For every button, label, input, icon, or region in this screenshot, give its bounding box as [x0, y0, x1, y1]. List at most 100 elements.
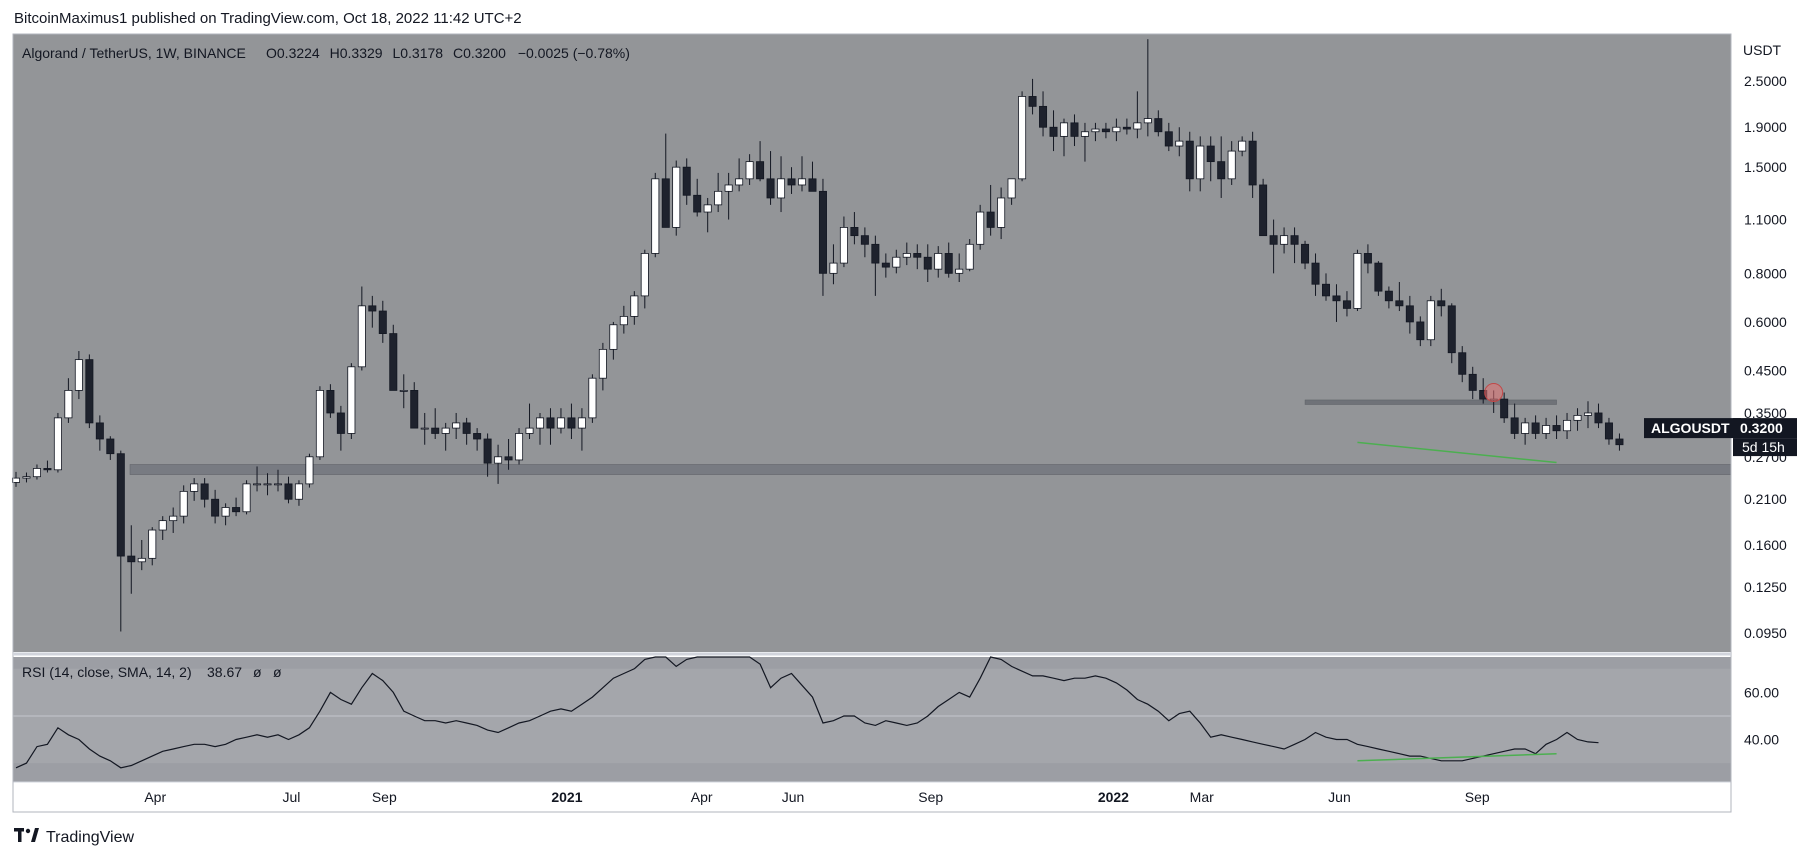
candle [976, 204, 985, 250]
candle [148, 527, 157, 566]
candle [1280, 227, 1289, 254]
candle [420, 412, 429, 445]
candle [1384, 286, 1393, 309]
candle [1531, 415, 1540, 439]
candle [200, 478, 209, 508]
x-tick-label: Jun [1328, 789, 1351, 805]
candle [1227, 141, 1236, 185]
candle [1500, 392, 1509, 423]
candle [1458, 346, 1467, 383]
y-tick-label: 1.1000 [1744, 212, 1787, 228]
x-tick-label: 2022 [1098, 789, 1129, 805]
price-badge [1733, 418, 1797, 439]
last-price-label: 0.3200 [1740, 420, 1783, 436]
y-tick-label: 1.5000 [1744, 159, 1787, 175]
support-zone [129, 464, 1732, 475]
footer-brand-label: TradingView [46, 828, 135, 846]
candle [43, 460, 52, 473]
countdown-badge [1733, 438, 1797, 457]
candle [1604, 417, 1613, 445]
candle [305, 453, 314, 488]
candle [703, 197, 712, 233]
rsi-value: 38.67 [207, 664, 242, 680]
candle [357, 286, 366, 371]
publisher-line: BitcoinMaximus1 published on TradingView… [14, 10, 522, 27]
candle [860, 227, 869, 258]
candle [965, 239, 974, 272]
candle [1447, 303, 1456, 364]
candle [881, 253, 890, 278]
candle [577, 408, 586, 451]
candle [399, 374, 408, 409]
highlight-circle [1484, 383, 1504, 403]
candle [116, 450, 125, 632]
candle [839, 216, 848, 268]
rsi-title: RSI (14, close, SMA, 14, 2) [22, 664, 192, 680]
candle [1468, 366, 1477, 400]
x-tick-label: Mar [1190, 789, 1214, 805]
candle [85, 354, 94, 429]
candle [1175, 127, 1184, 157]
candle [1426, 295, 1435, 347]
candle [1039, 91, 1048, 137]
candle [74, 351, 83, 400]
candle [1217, 136, 1226, 198]
candle [106, 436, 115, 460]
candle [651, 172, 660, 258]
candle [1332, 284, 1341, 322]
candle [1080, 122, 1089, 162]
x-tick-label: Sep [1465, 789, 1490, 805]
y-tick-label: 1.9000 [1744, 119, 1787, 135]
candle [242, 480, 251, 515]
tradingview-logo-icon [14, 828, 40, 847]
candle [1112, 118, 1121, 142]
candle [1405, 295, 1414, 334]
candle [368, 295, 377, 328]
y-tick-label: 0.4500 [1744, 363, 1787, 379]
candle [1552, 415, 1561, 439]
candle [53, 412, 62, 473]
countdown-label: 5d 15h [1742, 439, 1785, 455]
candle [441, 422, 450, 451]
price-pane [13, 34, 1731, 652]
candle [127, 525, 136, 594]
candle [1154, 110, 1163, 137]
candle [11, 471, 20, 487]
candle [179, 485, 188, 524]
candle [567, 403, 576, 439]
candle [525, 403, 534, 439]
candle [1322, 273, 1331, 301]
candle [1164, 122, 1173, 152]
candle [1542, 417, 1551, 439]
candle [221, 503, 230, 526]
candle [850, 212, 859, 245]
candle [536, 412, 545, 445]
candle [494, 444, 503, 484]
candle [756, 141, 765, 182]
candle [1185, 131, 1194, 192]
candle [1342, 291, 1351, 317]
y-tick-label: 0.1600 [1744, 537, 1787, 553]
candle [598, 342, 607, 391]
candle [273, 469, 282, 492]
candle [955, 253, 964, 283]
footer-brand: TradingView [14, 828, 134, 847]
symbol-label: ALGOUSDT [1651, 420, 1730, 436]
y-tick-label: 0.6000 [1744, 314, 1787, 330]
candle [158, 516, 167, 540]
rsi-trendline [1357, 752, 1557, 762]
candle [871, 235, 880, 296]
y-tick-label: 0.8000 [1744, 265, 1787, 281]
candle [818, 178, 827, 296]
candle [378, 300, 387, 343]
candle [1363, 244, 1372, 274]
candle [1206, 136, 1215, 182]
candle [986, 184, 995, 236]
y-tick-label: 0.1250 [1744, 579, 1787, 595]
candle [944, 242, 953, 278]
candle [1615, 433, 1624, 451]
candle [32, 464, 41, 480]
candle [284, 476, 293, 504]
candle [1311, 253, 1320, 296]
